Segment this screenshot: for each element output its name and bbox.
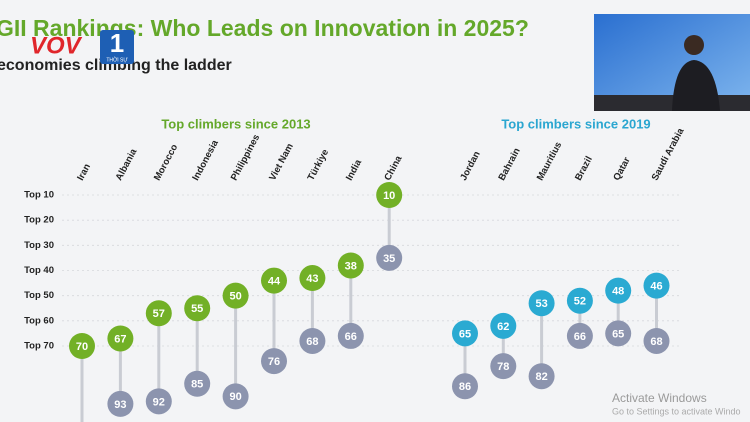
value-label: 65 bbox=[459, 328, 471, 340]
value-label: 66 bbox=[574, 331, 586, 343]
start-rank-marker bbox=[222, 383, 249, 410]
end-rank-marker bbox=[222, 282, 249, 309]
video-floor bbox=[594, 95, 750, 111]
start-rank-marker bbox=[452, 373, 478, 400]
start-rank-marker bbox=[299, 327, 326, 354]
category-label: Qatar bbox=[611, 155, 633, 182]
start-rank-marker bbox=[261, 348, 287, 375]
end-rank-marker bbox=[643, 272, 670, 299]
y-tick-label: Top 10 bbox=[24, 190, 54, 201]
end-rank-marker bbox=[528, 290, 555, 317]
category-label: Bahrain bbox=[496, 146, 522, 183]
end-rank-marker bbox=[376, 182, 403, 208]
category-label: India bbox=[344, 157, 364, 182]
value-label: 70 bbox=[76, 341, 88, 353]
value-label: 62 bbox=[497, 321, 509, 333]
category-label: Viet Nam bbox=[267, 142, 296, 183]
value-label: 92 bbox=[153, 396, 165, 408]
value-label: 76 bbox=[268, 356, 280, 368]
category-label: Jordan bbox=[458, 149, 483, 182]
category-label: Philippines bbox=[229, 133, 263, 183]
panel-title: Top climbers since 2013 bbox=[161, 116, 310, 131]
category-label: Iran bbox=[75, 162, 93, 183]
y-tick-label: Top 50 bbox=[24, 290, 54, 301]
value-label: 68 bbox=[650, 336, 662, 348]
value-label: 93 bbox=[114, 399, 126, 411]
video-inset bbox=[594, 14, 750, 111]
logo-caption: THỜI SỰ bbox=[106, 56, 128, 63]
person-head bbox=[684, 35, 704, 55]
end-rank-marker bbox=[261, 267, 287, 294]
end-rank-marker bbox=[69, 333, 95, 359]
video-background bbox=[594, 14, 750, 111]
value-label: 65 bbox=[612, 328, 624, 340]
value-label: 78 bbox=[497, 361, 509, 373]
value-label: 66 bbox=[345, 331, 357, 343]
value-label: 82 bbox=[535, 371, 547, 383]
value-label: 46 bbox=[650, 281, 662, 293]
category-label: Albania bbox=[114, 146, 140, 182]
y-tick-label: Top 40 bbox=[24, 265, 54, 276]
start-rank-marker bbox=[376, 244, 403, 271]
y-tick-label: Top 30 bbox=[24, 240, 54, 251]
value-label: 53 bbox=[535, 298, 547, 310]
value-label: 43 bbox=[306, 273, 318, 285]
category-label: Morocco bbox=[152, 142, 180, 182]
start-rank-marker bbox=[107, 390, 134, 417]
value-label: 68 bbox=[306, 336, 318, 348]
y-tick-label: Top 20 bbox=[24, 215, 54, 226]
watermark-title: Activate Windows bbox=[612, 391, 707, 405]
value-label: 35 bbox=[383, 253, 395, 265]
value-label: 85 bbox=[191, 379, 203, 391]
page-title: GII Rankings: Who Leads on Innovation in… bbox=[0, 15, 529, 41]
end-rank-marker bbox=[452, 320, 478, 347]
start-rank-marker bbox=[605, 320, 632, 347]
end-rank-marker bbox=[490, 312, 517, 339]
start-rank-marker bbox=[145, 388, 172, 415]
y-tick-label: Top 70 bbox=[24, 341, 54, 352]
start-rank-marker bbox=[643, 327, 670, 354]
page-subtitle: economies climbing the ladder bbox=[0, 57, 232, 74]
end-rank-marker bbox=[145, 300, 172, 327]
value-label: 67 bbox=[114, 333, 126, 345]
channel-logo: VOV 1 THỜI SỰ bbox=[30, 28, 134, 64]
watermark-text: Go to Settings to activate Windo bbox=[612, 406, 741, 416]
start-rank-marker bbox=[337, 322, 364, 349]
category-label: Mauritius bbox=[535, 140, 565, 182]
end-rank-marker bbox=[605, 277, 632, 304]
value-label: 86 bbox=[459, 381, 471, 393]
category-label: Türkiye bbox=[306, 148, 332, 183]
y-tick-label: Top 60 bbox=[24, 315, 54, 326]
start-rank-marker bbox=[528, 363, 555, 390]
category-label: Indonesia bbox=[190, 138, 221, 183]
start-rank-marker bbox=[490, 353, 517, 380]
end-rank-marker bbox=[107, 325, 134, 352]
value-label: 48 bbox=[612, 286, 624, 298]
end-rank-marker bbox=[337, 252, 364, 279]
value-label: 90 bbox=[229, 391, 241, 403]
start-rank-marker bbox=[566, 322, 593, 349]
start-rank-marker bbox=[184, 370, 211, 397]
value-label: 50 bbox=[229, 291, 241, 303]
logo-brand: VOV bbox=[30, 32, 83, 59]
person-body bbox=[672, 60, 720, 111]
logo-box bbox=[100, 30, 134, 64]
value-label: 10 bbox=[383, 190, 395, 202]
category-label: Saudi Arabia bbox=[650, 126, 687, 183]
category-label: China bbox=[382, 153, 404, 182]
value-label: 52 bbox=[574, 296, 586, 308]
logo-channel: 1 bbox=[110, 28, 124, 58]
value-label: 44 bbox=[268, 275, 281, 287]
value-label: 57 bbox=[153, 308, 165, 320]
panel-title: Top climbers since 2019 bbox=[501, 116, 650, 131]
end-rank-marker bbox=[566, 287, 593, 314]
end-rank-marker bbox=[299, 265, 326, 292]
end-rank-marker bbox=[184, 295, 211, 322]
value-label: 55 bbox=[191, 303, 203, 315]
value-label: 38 bbox=[345, 260, 357, 272]
category-label: Brazil bbox=[573, 155, 595, 183]
